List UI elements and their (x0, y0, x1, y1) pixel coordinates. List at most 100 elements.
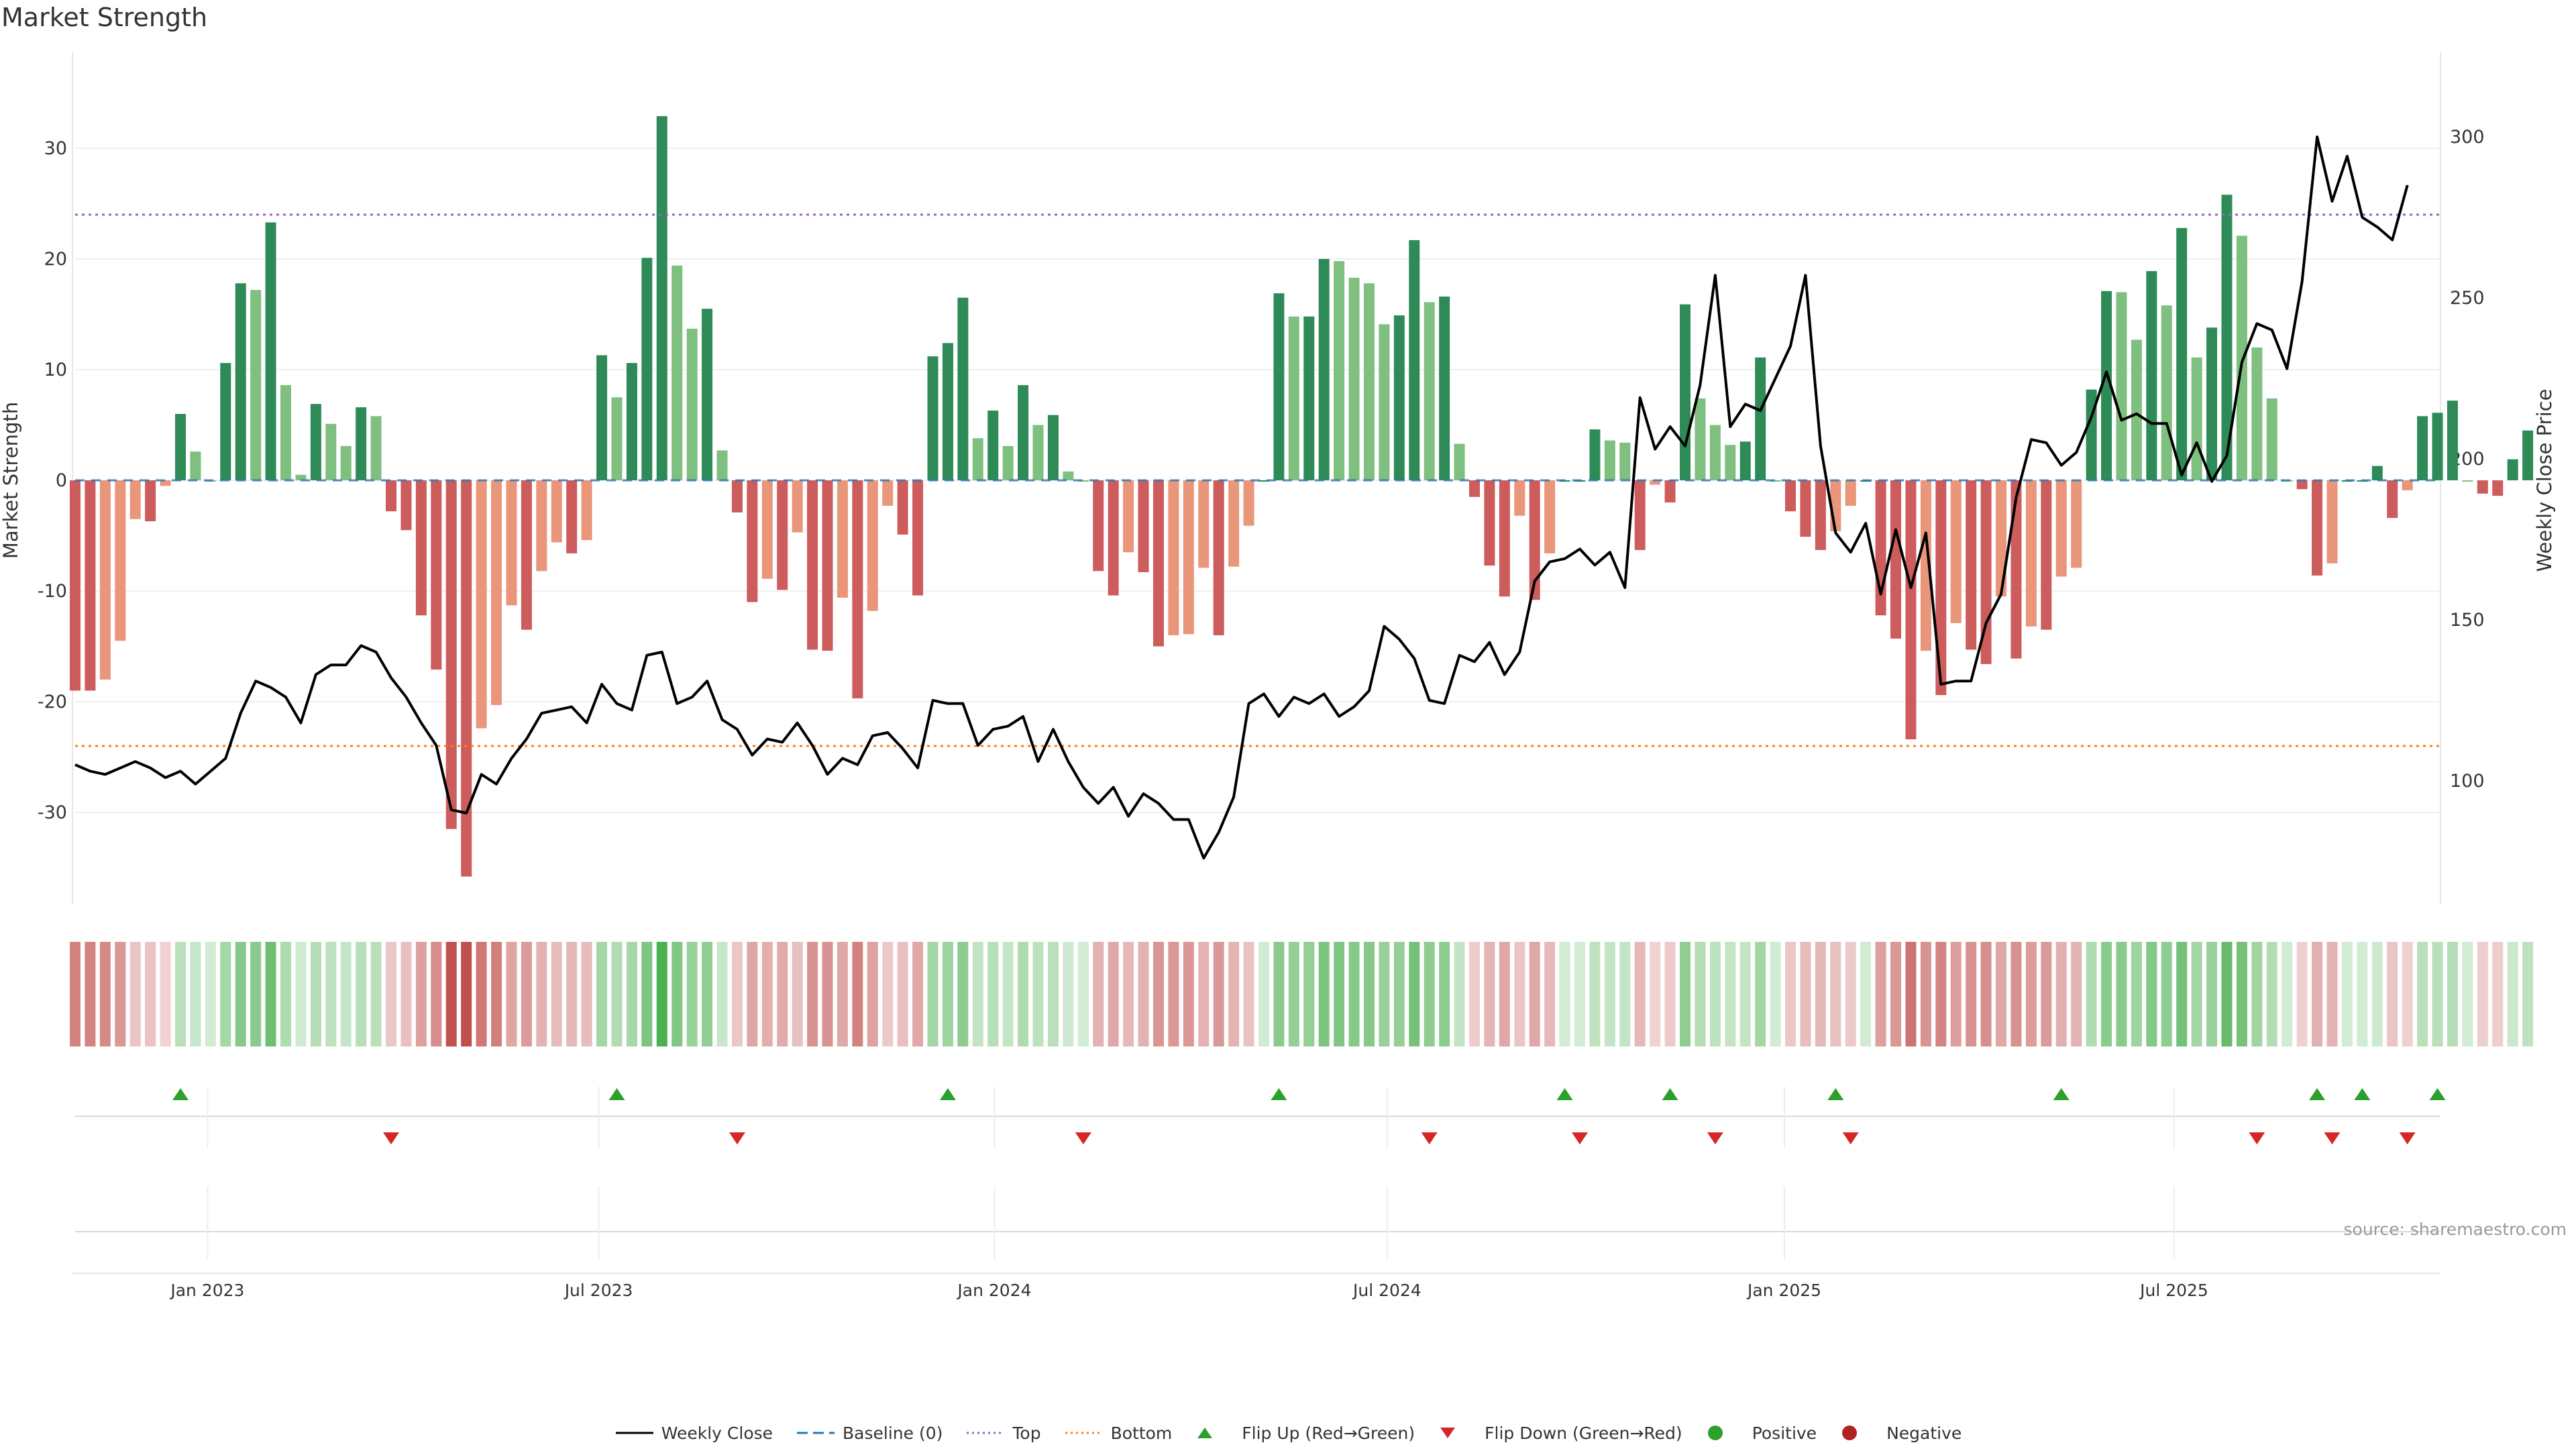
strength-bar (2236, 235, 2247, 480)
strength-bar (987, 411, 999, 480)
y2-tick-label: 100 (2450, 771, 2485, 792)
heat-cell (2462, 942, 2473, 1046)
x-tick-label: Jul 2024 (1352, 1281, 1421, 1300)
heat-cell (777, 942, 788, 1046)
legend-label: Negative (1886, 1423, 1962, 1443)
flip-up-marker (2429, 1088, 2446, 1100)
heat-cell (1529, 942, 1540, 1046)
strength-bar (1424, 302, 1435, 480)
heat-cell (536, 942, 547, 1046)
strength-bar (1725, 445, 1736, 480)
heat-cell (1845, 942, 1856, 1046)
strength-bar (1664, 480, 1676, 502)
heat-cell (2041, 942, 2052, 1046)
heat-cell (1393, 942, 1405, 1046)
strength-bar (1379, 324, 1390, 480)
strength-bar (1318, 259, 1330, 480)
strength-bar (1680, 304, 1691, 480)
heat-cell (220, 942, 231, 1046)
flip-up-marker (608, 1088, 625, 1100)
strength-bar (295, 474, 307, 480)
heat-cell (1318, 942, 1330, 1046)
strength-bar (1334, 261, 1345, 480)
heat-cell (1018, 942, 1029, 1046)
strength-bar (386, 480, 397, 512)
heat-cell (1830, 942, 1841, 1046)
heat-cell (1454, 942, 1465, 1046)
flip-up-marker (2354, 1088, 2371, 1100)
heat-cell (400, 942, 412, 1046)
heat-cell (2101, 942, 2112, 1046)
strength-bar (1439, 297, 1450, 480)
heat-cell (1709, 942, 1721, 1046)
heat-cell (1634, 942, 1646, 1046)
strength-bar (310, 404, 321, 480)
strength-bar (325, 423, 337, 480)
heat-cell (2251, 942, 2263, 1046)
heat-cell (1815, 942, 1826, 1046)
strength-bar (551, 480, 562, 543)
strength-bar (716, 450, 728, 480)
strength-bar (1183, 480, 1194, 635)
heat-cell (672, 942, 683, 1046)
legend-label: Bottom (1110, 1423, 1173, 1443)
strength-bar (1093, 480, 1104, 572)
heat-cell (205, 942, 216, 1046)
strength-bar (265, 222, 276, 480)
x-tick-label: Jul 2023 (564, 1281, 633, 1300)
heat-cell (1468, 942, 1480, 1046)
heat-cell (1077, 942, 1089, 1046)
heat-cell (987, 942, 999, 1046)
strength-bar (506, 480, 517, 606)
heat-cell (1334, 942, 1345, 1046)
heat-cell (476, 942, 487, 1046)
y2-tick-label: 300 (2450, 127, 2485, 148)
flip-up-marker (939, 1088, 956, 1100)
strength-bar (1138, 480, 1149, 572)
heat-cell (2312, 942, 2323, 1046)
heat-cell (1770, 942, 1781, 1046)
flip-down-marker (2324, 1132, 2341, 1144)
heat-cell (2086, 942, 2097, 1046)
heat-cell (927, 942, 938, 1046)
strength-bar (867, 480, 878, 611)
heat-cell (912, 942, 924, 1046)
heat-cell (415, 942, 427, 1046)
heat-cell (1047, 942, 1059, 1046)
strength-bar (2071, 480, 2082, 568)
heat-cell (957, 942, 969, 1046)
legend-item-baseline: Baseline (0) (796, 1424, 943, 1443)
heat-cell (551, 942, 562, 1046)
strength-bar (1650, 480, 1661, 485)
heat-cell (265, 942, 276, 1046)
heat-cell (1514, 942, 1525, 1046)
heat-cell (837, 942, 848, 1046)
chart-legend: Weekly Close Baseline (0) Top Bottom Fli… (0, 1419, 2576, 1446)
strength-bar (1890, 480, 1902, 639)
heat-cell (445, 942, 457, 1046)
heat-cell (2071, 942, 2082, 1046)
strength-bar (2146, 271, 2157, 480)
strength-bar (837, 480, 848, 598)
heat-cell (1785, 942, 1796, 1046)
flip-up-marker (172, 1088, 189, 1100)
strength-bar (2492, 480, 2504, 496)
heat-cell (641, 942, 653, 1046)
heat-cell (431, 942, 442, 1046)
heat-cell (867, 942, 878, 1046)
y-tick-label: 10 (44, 360, 67, 380)
legend-label: Flip Up (Red→Green) (1242, 1423, 1415, 1443)
heat-cell (461, 942, 472, 1046)
heat-cell (2055, 942, 2067, 1046)
strength-bar (972, 438, 983, 480)
heat-cell (235, 942, 246, 1046)
heat-cell (85, 942, 96, 1046)
strength-bar (1409, 239, 1420, 480)
heat-cell (822, 942, 833, 1046)
heat-cell (1589, 942, 1601, 1046)
strength-bar (1363, 283, 1375, 480)
heat-cell (1303, 942, 1315, 1046)
heat-cell (356, 942, 367, 1046)
heat-cell (1499, 942, 1510, 1046)
strength-bar (1213, 480, 1224, 635)
